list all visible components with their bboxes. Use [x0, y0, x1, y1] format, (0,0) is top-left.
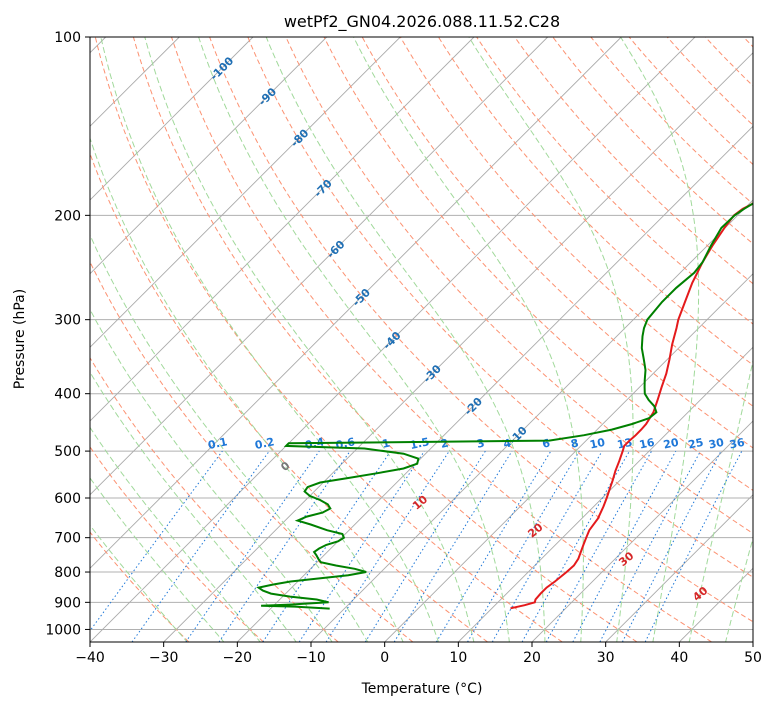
y-tick-label: 100 — [54, 30, 81, 46]
y-axis-label: Pressure (hPa) — [12, 289, 28, 389]
x-tick-label: −30 — [149, 650, 179, 666]
x-tick-label: −10 — [296, 650, 326, 666]
x-tick-label: −20 — [223, 650, 253, 666]
y-tick-label: 800 — [54, 565, 81, 581]
y-tick-label: 900 — [54, 595, 81, 611]
y-tick-label: 400 — [54, 387, 81, 403]
x-tick-label: 50 — [744, 650, 762, 666]
x-tick-label: 10 — [449, 650, 467, 666]
chart-title: wetPf2_GN04.2026.088.11.52.C28 — [284, 12, 560, 32]
y-tick-label: 200 — [54, 208, 81, 224]
y-tick-label: 500 — [54, 444, 81, 460]
y-tick-label: 300 — [54, 313, 81, 329]
x-tick-label: 20 — [523, 650, 541, 666]
x-tick-label: 40 — [670, 650, 688, 666]
y-tick-label: 700 — [54, 531, 81, 547]
x-tick-label: 30 — [597, 650, 615, 666]
x-tick-label: −40 — [75, 650, 105, 666]
x-axis-label: Temperature (°C) — [361, 681, 483, 697]
y-tick-label: 1000 — [45, 622, 81, 638]
x-tick-label: 0 — [380, 650, 389, 666]
y-tick-label: 600 — [54, 491, 81, 507]
